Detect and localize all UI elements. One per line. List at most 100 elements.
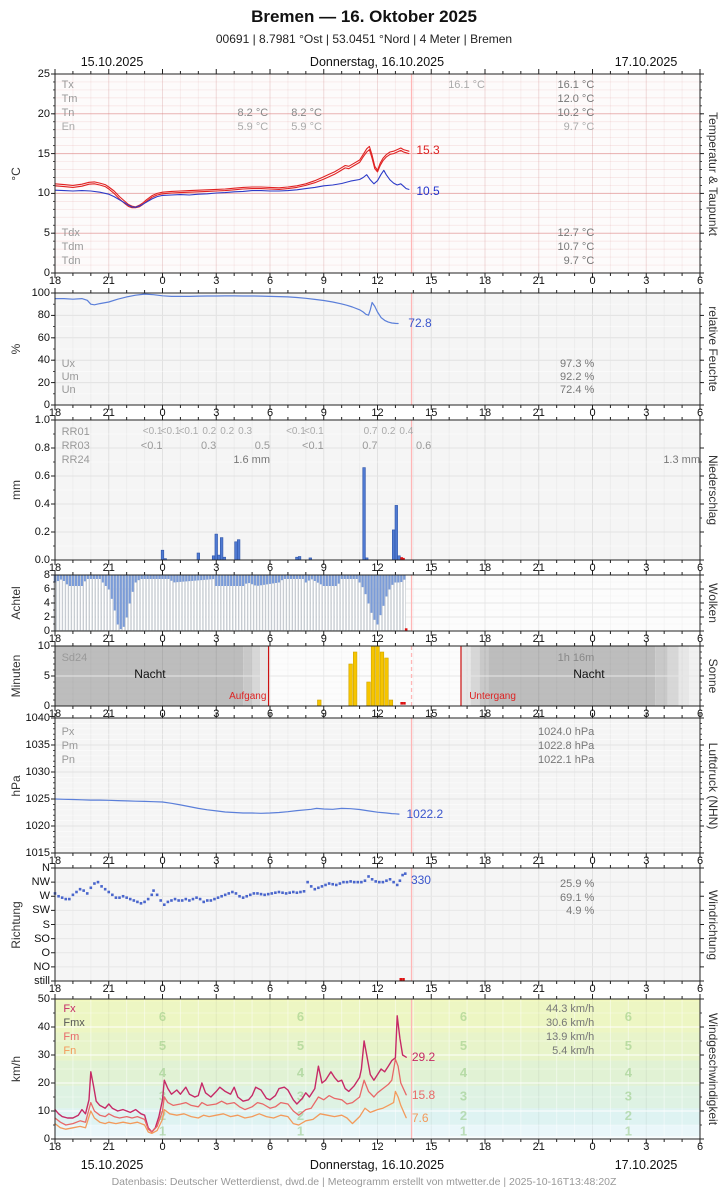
- hour-tick-label: 6: [266, 1141, 274, 1153]
- annotation: 4.9 %: [566, 904, 595, 917]
- annotation: <0.1: [286, 426, 306, 437]
- annotation: 5.4 km/h: [552, 1044, 595, 1057]
- hour-tick-label: 9: [320, 708, 327, 720]
- annotation: <0.1: [178, 426, 199, 437]
- hour-tick-label: 0: [589, 275, 596, 287]
- annotation: 330: [410, 873, 431, 887]
- hour-tick-label: 3: [213, 983, 220, 995]
- hour-tick-label: 21: [102, 855, 115, 867]
- ytick-label: 80: [37, 309, 50, 322]
- ytick-label: 0: [43, 399, 50, 411]
- axis-label-right: Windrichtung: [706, 889, 720, 960]
- annotation: 0.7: [363, 426, 378, 437]
- hour-tick-label: 21: [102, 708, 115, 720]
- hour-tick-label: 0: [159, 407, 166, 419]
- annotation: 9.7 °C: [563, 120, 595, 133]
- hour-tick-label: 3: [643, 983, 650, 995]
- annotation: En: [61, 120, 76, 133]
- hour-tick-label: 18: [478, 983, 492, 995]
- annotation: 0.2: [220, 426, 235, 437]
- annotation: 30.6 km/h: [545, 1016, 595, 1029]
- hour-tick-label: 0: [589, 1141, 596, 1153]
- hour-tick-label: 21: [102, 1141, 115, 1153]
- annotation: 72.8: [408, 316, 432, 331]
- hour-tick-label: 12: [371, 855, 384, 867]
- beaufort-scale-number: 1: [625, 1124, 632, 1139]
- hour-tick-label: 21: [532, 275, 545, 287]
- ytick-label: 5: [43, 227, 50, 240]
- hour-tick-label: 21: [102, 275, 115, 287]
- ytick-label: 0: [43, 267, 50, 279]
- page-title: Bremen — 16. Oktober 2025: [251, 7, 477, 26]
- ytick-label: O: [41, 946, 50, 959]
- hour-tick-label: 18: [478, 407, 492, 419]
- hour-tick-label: 18: [48, 855, 62, 867]
- hour-tick-label: 21: [532, 855, 545, 867]
- ytick-label: 0.6: [34, 470, 50, 482]
- hour-tick-label: 21: [102, 407, 115, 419]
- hour-tick-label: 6: [266, 407, 274, 419]
- annotation: RR03: [61, 439, 90, 452]
- axis-label-left: °C: [9, 166, 23, 181]
- hour-tick-label: 9: [320, 1141, 327, 1153]
- precip-panel: [51, 415, 704, 565]
- ytick-label: 40: [37, 354, 50, 367]
- ytick-label: 1015: [25, 847, 50, 859]
- annotation: 0.5: [254, 439, 270, 452]
- hour-tick-label: 3: [213, 407, 220, 419]
- hour-tick-label: 15: [425, 708, 438, 720]
- beaufort-scale-number: 4: [625, 1065, 633, 1080]
- annotation: <0.1: [302, 439, 324, 452]
- annotation: Tx: [61, 78, 74, 91]
- ytick-label: 1020: [25, 820, 50, 832]
- beaufort-scale-number: 1: [297, 1124, 304, 1139]
- hour-tick-label: 0: [159, 983, 166, 995]
- series-Fm: [54, 1058, 407, 1133]
- beaufort-scale-number: 2: [625, 1108, 632, 1123]
- hour-tick-label: 3: [643, 855, 650, 867]
- hour-tick-label: 0: [159, 633, 166, 645]
- hour-tick-label: 3: [213, 562, 220, 574]
- annotation: 1022.8 hPa: [538, 739, 595, 752]
- series-luftdruck: [54, 798, 400, 815]
- hour-tick-label: 21: [102, 983, 115, 995]
- ytick-label: 0.0: [34, 554, 50, 566]
- ytick-label: 0: [43, 625, 50, 637]
- hour-tick-label: 18: [48, 407, 62, 419]
- hour-tick-label: 15: [425, 275, 438, 287]
- date-right-bottom: 17.10.2025: [614, 1158, 678, 1172]
- hour-tick-label: 21: [532, 983, 545, 995]
- axis-label-right: Windgeschwindigkeit: [706, 1012, 720, 1126]
- annotation: Nacht: [134, 667, 166, 681]
- annotation: <0.1: [140, 439, 163, 452]
- beaufort-scale-number: 6: [460, 1009, 467, 1024]
- annotation: RR01: [61, 425, 90, 438]
- ytick-label: 6: [43, 583, 50, 595]
- beaufort-scale-number: 4: [460, 1065, 468, 1080]
- hour-tick-label: 6: [696, 562, 704, 574]
- annotation: Px: [61, 725, 75, 738]
- hour-tick-label: 12: [371, 633, 384, 645]
- axis-label-right: Niederschlag: [706, 454, 720, 526]
- hour-tick-label: 18: [48, 275, 62, 287]
- ytick-label: 10: [37, 640, 50, 652]
- hour-tick-label: 6: [696, 633, 704, 645]
- hour-tick-label: 0: [159, 855, 166, 867]
- hour-tick-label: 3: [213, 1141, 220, 1153]
- hour-tick-label: 3: [643, 562, 650, 574]
- axis-label-right: Sonne: [706, 658, 720, 694]
- ytick-label: 1025: [25, 793, 50, 805]
- hour-tick-label: 15: [425, 983, 438, 995]
- ytick-label: 60: [37, 331, 50, 344]
- hour-tick-label: 3: [213, 633, 220, 645]
- hour-tick-label: 12: [371, 407, 384, 419]
- axis-label-left: Minuten: [9, 654, 23, 698]
- date-right-top: 17.10.2025: [614, 55, 678, 69]
- annotation: 72.4 %: [560, 383, 595, 396]
- beaufort-scale-number: 4: [159, 1065, 167, 1080]
- beaufort-scale-number: 5: [625, 1038, 632, 1053]
- hour-tick-label: 6: [266, 275, 274, 287]
- hour-tick-label: 18: [478, 562, 492, 574]
- annotation: 16.1 °C: [557, 78, 595, 91]
- annotation: Tdm: [61, 240, 84, 253]
